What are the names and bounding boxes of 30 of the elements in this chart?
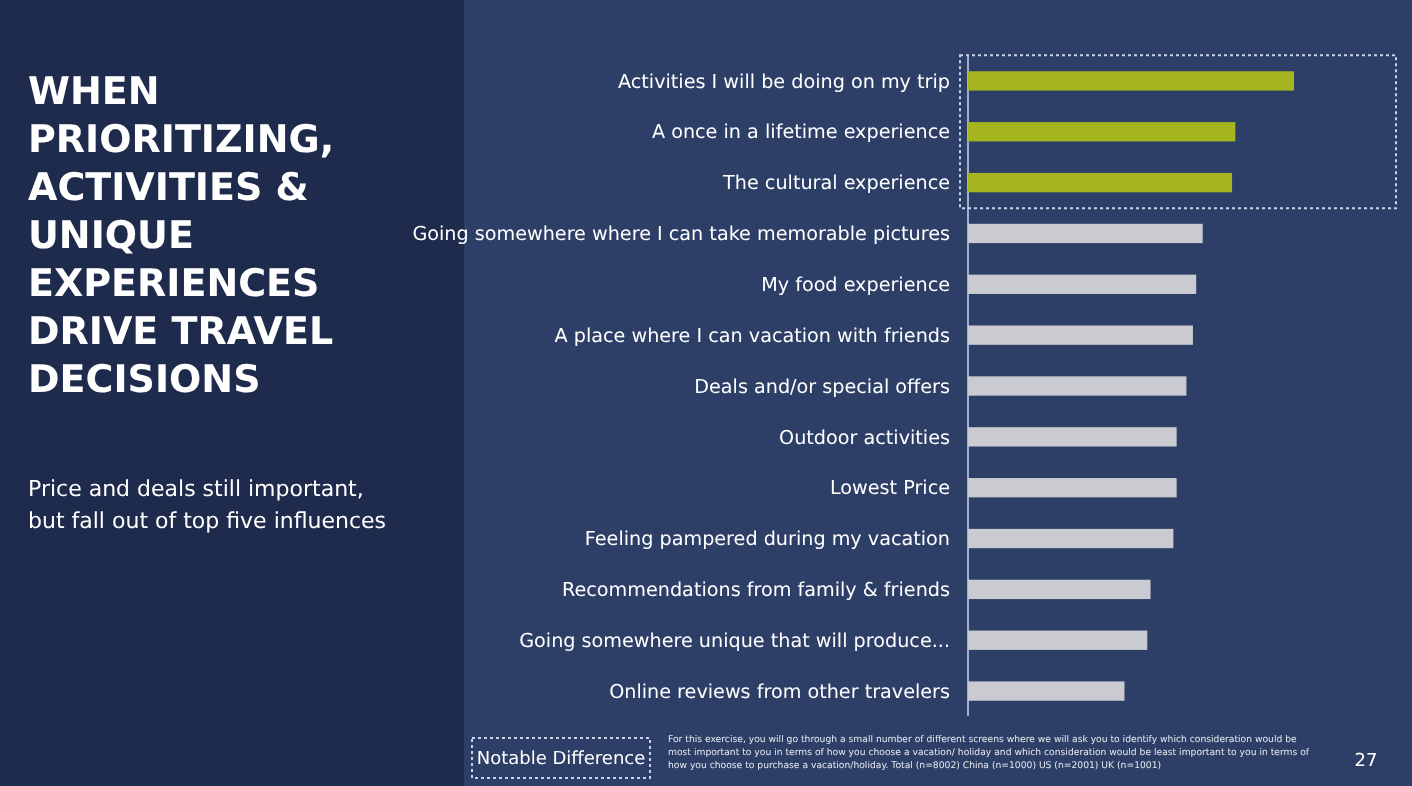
bar: [968, 325, 1193, 345]
text: 27: [1354, 752, 1378, 772]
y-tick-label: Deals and/or special offers: [694, 376, 950, 399]
y-tick-label: Online reviews from other travelers: [609, 681, 950, 704]
bar: [968, 172, 1233, 193]
bar: [968, 528, 1174, 549]
y-tick-label: A place where I can vacation with friends: [554, 325, 950, 348]
bar: [968, 376, 1187, 396]
y-tick-label: A once in a lifetime experience: [651, 122, 951, 145]
y-tick-label: Feeling pampered during my vacation: [584, 529, 950, 552]
bar: [968, 223, 1203, 244]
y-tick-label: Lowest Price: [829, 478, 951, 501]
bar: [968, 427, 1177, 447]
bar: [968, 122, 1236, 142]
y-tick-label: The cultural experience: [721, 173, 951, 196]
bar: [968, 274, 1197, 294]
y-tick-label: My food experience: [761, 275, 951, 298]
y-tick-label: Going somewhere unique that will produce...: [519, 630, 950, 653]
y-tick-label: Outdoor activities: [779, 427, 950, 450]
text: WHEN PRIORITIZING, ACTIVITIES & UNIQUE EXPERIENCES DRIVE TRAVEL DECISIONS: [28, 70, 335, 402]
bar: [968, 478, 1177, 498]
bar: [968, 579, 1151, 600]
y-tick-label: Going somewhere where I can take memorable pictures: [412, 224, 950, 247]
bar: [968, 681, 1125, 701]
y-tick-label: Activities I will be doing on my trip: [617, 71, 950, 94]
text: Price and deals still important, but fall out of top five influences: [28, 476, 387, 534]
bar: [968, 630, 1148, 650]
y-tick-label: Recommendations from family & friends: [562, 580, 950, 603]
bar: [968, 71, 1294, 91]
text: Notable Difference: [476, 750, 647, 771]
